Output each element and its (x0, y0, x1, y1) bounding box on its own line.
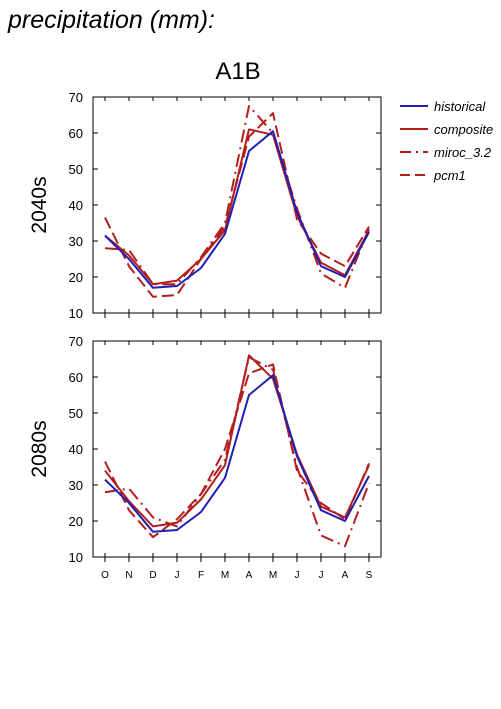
x-tick-label: J (319, 570, 324, 581)
y-tick-label: 60 (69, 126, 83, 141)
legend-label-miroc_3.2: miroc_3.2 (434, 145, 492, 160)
plot-frame (92, 340, 382, 558)
series-line-pcm1 (104, 112, 370, 298)
page-heading: precipitation (mm): (7, 6, 215, 34)
y-tick-label: 70 (69, 334, 83, 349)
x-tick-label: A (342, 570, 349, 581)
legend-label-historical: historical (434, 99, 486, 114)
series-line-composite (104, 354, 370, 528)
y-tick-label: 40 (69, 198, 83, 213)
y-tick-label: 50 (69, 406, 83, 421)
legend-label-pcm1: pcm1 (433, 168, 466, 183)
y-tick-label: 50 (69, 162, 83, 177)
x-tick-label: F (198, 570, 204, 581)
x-tick-label: J (295, 570, 300, 581)
y-tick-label: 70 (69, 90, 83, 105)
series-line-composite (104, 128, 370, 286)
x-tick-label: A (246, 570, 253, 581)
y-tick-label: 20 (69, 514, 83, 529)
series-line-miroc_3.2 (104, 356, 370, 548)
y-tick-label: 20 (69, 270, 83, 285)
series-line-pcm1 (104, 363, 370, 539)
y-tick-label: 10 (69, 550, 83, 565)
plot-frame (92, 96, 382, 314)
y-tick-label: 10 (69, 306, 83, 321)
panel-2080s: 10 20 30 40 50 60 70 O N D J F M A M J J A S 2080s (28, 334, 382, 581)
series-line-historical (104, 130, 370, 289)
y-tick-label: 60 (69, 370, 83, 385)
x-tick-label: D (149, 570, 156, 581)
panel-2040s: 10 20 30 40 50 60 70 2040s (28, 90, 382, 321)
x-tick-label: M (269, 570, 277, 581)
scenario-title: A1B (215, 58, 260, 85)
series-line-miroc_3.2 (104, 105, 370, 289)
x-tick-label: O (101, 570, 109, 581)
x-tick-label: M (221, 570, 229, 581)
period-label: 2040s (28, 176, 51, 233)
x-tick-label: S (366, 570, 373, 581)
series-line-historical (104, 374, 370, 533)
period-label: 2080s (28, 420, 51, 477)
legend-label-composite: composite (434, 122, 493, 137)
x-tick-label: J (175, 570, 180, 581)
y-tick-label: 40 (69, 442, 83, 457)
y-tick-label: 30 (69, 234, 83, 249)
x-tick-label: N (125, 570, 132, 581)
y-tick-label: 30 (69, 478, 83, 493)
